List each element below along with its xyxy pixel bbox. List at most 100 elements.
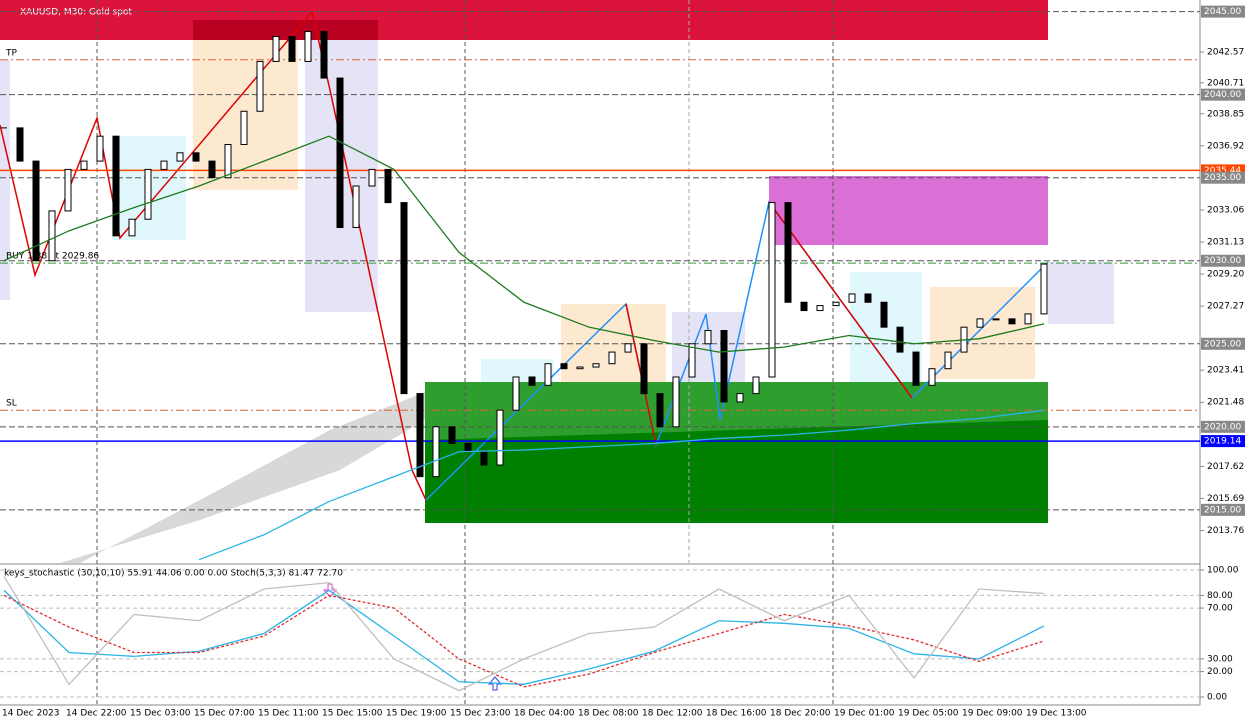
candle (704, 329, 712, 345)
x-tick-label: 19 Dec 01:00 (834, 709, 895, 719)
y-tick-label: 2029.20 (1207, 270, 1244, 280)
candle (144, 168, 152, 220)
candle (32, 160, 40, 262)
candle (736, 393, 744, 403)
zones (0, 0, 1114, 563)
y-tick-label: 2015.69 (1207, 494, 1244, 504)
candle (640, 343, 648, 395)
zone (425, 382, 1048, 440)
candle (720, 329, 728, 403)
cloud (60, 392, 425, 563)
candle (352, 185, 360, 229)
candle (432, 426, 440, 478)
candle (48, 210, 56, 262)
candle (816, 305, 824, 312)
candle (448, 426, 456, 444)
y-tick-label: 30.00 (1207, 654, 1233, 664)
level-label: 2045.00 (1204, 7, 1241, 17)
y-tick-label: 80.00 (1207, 591, 1233, 601)
candle (592, 363, 600, 368)
x-tick-label: 18 Dec 20:00 (770, 709, 831, 719)
candle (656, 393, 664, 428)
y-tick-label: 2042.57 (1207, 47, 1244, 57)
candle (1024, 313, 1032, 325)
candle (976, 318, 984, 328)
candle (528, 376, 536, 386)
y-tick-label: 0.00 (1207, 692, 1227, 702)
level-label-bg (1201, 420, 1245, 433)
level-label-bg (1201, 435, 1245, 448)
candle (784, 202, 792, 303)
candle (912, 351, 920, 386)
zone (850, 272, 922, 400)
y-tick-label: 2040.71 (1207, 78, 1244, 88)
candle (1008, 318, 1016, 325)
x-tick-label: 15 Dec 07:00 (194, 709, 255, 719)
zigzag-line (768, 201, 913, 399)
candle (128, 218, 136, 237)
level-label-bg (1201, 5, 1245, 18)
level-label-bg (1201, 88, 1245, 101)
candle (848, 293, 856, 303)
candle (368, 168, 376, 187)
series-line (3, 575, 1045, 692)
chart-title: XAUUSD, M30: Gold spot (20, 8, 132, 18)
x-tick-label: 19 Dec 05:00 (898, 709, 959, 719)
candle (80, 160, 88, 170)
level-label-bg (1201, 171, 1245, 184)
x-tick-label: 18 Dec 08:00 (578, 709, 639, 719)
y-tick-label: 2038.85 (1207, 109, 1244, 119)
series-line (3, 594, 1045, 688)
y-tick-label: 2021.48 (1207, 398, 1244, 408)
series-line (3, 135, 1045, 353)
zone (193, 20, 378, 40)
candle (480, 451, 488, 466)
y-tick-label: 70.00 (1207, 604, 1233, 614)
candle (16, 127, 24, 162)
candle (288, 36, 296, 62)
y-tick-label: 100.00 (1207, 565, 1239, 575)
candle (320, 31, 328, 79)
y-tick-label: 20.00 (1207, 667, 1233, 677)
candle (176, 152, 184, 162)
zone (0, 0, 1048, 40)
candle (896, 326, 904, 353)
candle (240, 110, 248, 145)
x-tick-label: 15 Dec 11:00 (258, 709, 319, 719)
x-tick-label: 19 Dec 09:00 (962, 709, 1023, 719)
level-label-bg (1201, 254, 1245, 267)
candle (192, 152, 200, 162)
level-label: 2019.14 (1204, 437, 1241, 447)
x-tick-label: 15 Dec 23:00 (450, 709, 511, 719)
candle (624, 343, 632, 353)
y-tick-label: 2013.76 (1207, 526, 1244, 536)
candle (832, 301, 840, 307)
candle (496, 409, 504, 466)
candle (272, 36, 280, 62)
x-tick-label: 15 Dec 03:00 (130, 709, 191, 719)
candle (928, 368, 936, 386)
candle (608, 351, 616, 365)
candle (864, 293, 872, 303)
y-tick-label: 2036.92 (1207, 141, 1244, 151)
level-label: 2015.00 (1204, 505, 1241, 515)
level-label-bg (1201, 337, 1245, 350)
y-tick-label: 2017.62 (1207, 462, 1244, 472)
indicator-title: keys_stochastic (30,10,10) 55.91 44.06 0… (4, 569, 343, 579)
y-tick-label: 2031.13 (1207, 237, 1244, 247)
candle (208, 160, 216, 179)
candle (992, 318, 1000, 321)
level-label: 2040.00 (1204, 90, 1241, 100)
zigzag-line (0, 10, 427, 501)
candle (576, 366, 584, 370)
candle (944, 351, 952, 370)
candle (160, 160, 168, 170)
candle (800, 301, 808, 312)
candle (688, 343, 696, 378)
candle (304, 31, 312, 62)
y-tick-label: 2023.41 (1207, 366, 1244, 376)
candle (544, 363, 552, 386)
order-label: SL (6, 399, 17, 409)
candle (880, 301, 888, 328)
